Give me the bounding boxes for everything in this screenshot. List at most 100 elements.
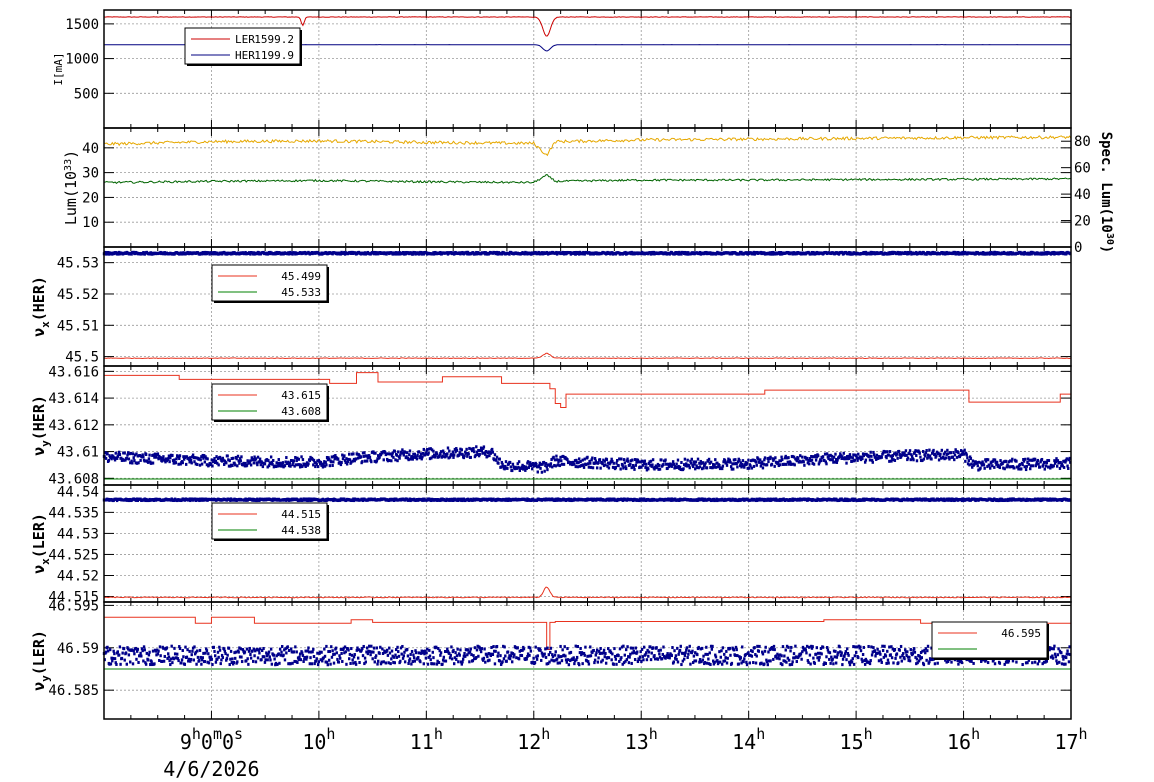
data-point <box>191 646 195 650</box>
data-point <box>844 457 848 461</box>
data-point <box>246 459 249 463</box>
data-point <box>258 457 262 461</box>
data-point <box>149 663 152 667</box>
data-point <box>846 457 850 461</box>
legend-value: 1199.9 <box>254 49 294 62</box>
data-point <box>1017 467 1020 471</box>
data-point <box>980 461 983 465</box>
data-point <box>591 466 595 470</box>
data-point <box>699 459 702 463</box>
data-point <box>595 461 598 465</box>
data-point <box>729 465 733 469</box>
data-point <box>316 459 319 463</box>
data-point <box>341 453 344 457</box>
data-point <box>664 458 667 462</box>
data-point <box>850 459 854 463</box>
data-point <box>147 653 151 657</box>
data-point <box>684 464 687 468</box>
data-point <box>192 658 195 662</box>
data-point <box>381 450 385 454</box>
right-y-axis-label: Spec. Lum(1030) <box>1098 132 1115 254</box>
data-point <box>229 498 232 502</box>
data-point <box>370 460 373 464</box>
data-point <box>602 458 605 462</box>
data-point <box>378 455 381 459</box>
data-point <box>675 462 678 466</box>
data-point <box>964 459 967 463</box>
data-point <box>484 450 488 454</box>
data-point <box>495 250 499 254</box>
data-point <box>221 456 225 460</box>
data-point <box>1002 466 1005 470</box>
data-point <box>174 461 178 465</box>
data-point <box>121 651 124 655</box>
data-point <box>201 453 204 457</box>
data-point <box>111 656 115 660</box>
data-point <box>1047 459 1051 463</box>
data-point <box>1039 460 1042 464</box>
data-point <box>279 462 283 466</box>
data-point <box>441 449 445 453</box>
data-point <box>452 453 456 457</box>
data-point <box>1015 459 1018 463</box>
data-point <box>400 451 403 455</box>
data-point <box>421 455 424 459</box>
data-point <box>725 461 728 465</box>
data-point <box>549 462 553 466</box>
data-point <box>590 458 593 462</box>
y-axis-label: νx(HER) <box>30 276 52 337</box>
data-point <box>307 462 310 466</box>
data-point <box>213 457 216 461</box>
data-point <box>408 453 411 457</box>
data-point <box>181 461 184 465</box>
data-point <box>182 457 186 461</box>
data-point <box>176 652 179 656</box>
series-points <box>102 497 1072 503</box>
data-point <box>133 459 136 463</box>
data-point <box>190 461 193 465</box>
data-point <box>129 451 133 455</box>
data-point <box>354 457 358 461</box>
data-point <box>125 662 128 666</box>
data-point <box>350 460 353 464</box>
data-point <box>593 457 597 461</box>
data-point <box>531 467 534 471</box>
data-point <box>817 462 821 466</box>
data-point <box>549 464 552 468</box>
data-point <box>888 450 892 454</box>
data-point <box>323 464 327 468</box>
data-point <box>808 457 812 461</box>
data-point <box>173 646 176 650</box>
data-point <box>729 460 732 464</box>
data-point <box>841 456 845 460</box>
data-point <box>508 460 512 464</box>
data-point <box>893 458 897 462</box>
data-point <box>191 455 194 459</box>
data-point <box>558 464 562 468</box>
data-point <box>836 458 839 462</box>
data-point <box>426 448 429 452</box>
data-point <box>113 657 117 661</box>
y-tick-label: 40 <box>82 141 99 157</box>
data-point <box>267 464 271 468</box>
data-point <box>578 464 582 468</box>
data-point <box>732 467 735 471</box>
data-point <box>1064 460 1067 464</box>
data-point <box>1062 459 1065 463</box>
data-point <box>604 463 607 467</box>
data-point <box>276 464 279 468</box>
data-point <box>177 659 180 663</box>
data-point <box>875 453 879 457</box>
data-point <box>527 466 530 470</box>
data-point <box>430 448 434 452</box>
data-point <box>746 466 749 470</box>
data-point <box>175 656 178 660</box>
data-point <box>783 462 786 466</box>
data-point <box>959 453 962 457</box>
data-point <box>689 459 692 463</box>
data-point <box>277 458 280 462</box>
data-point <box>464 451 468 455</box>
data-point <box>339 461 342 465</box>
data-point <box>214 459 218 463</box>
data-point <box>238 461 241 465</box>
